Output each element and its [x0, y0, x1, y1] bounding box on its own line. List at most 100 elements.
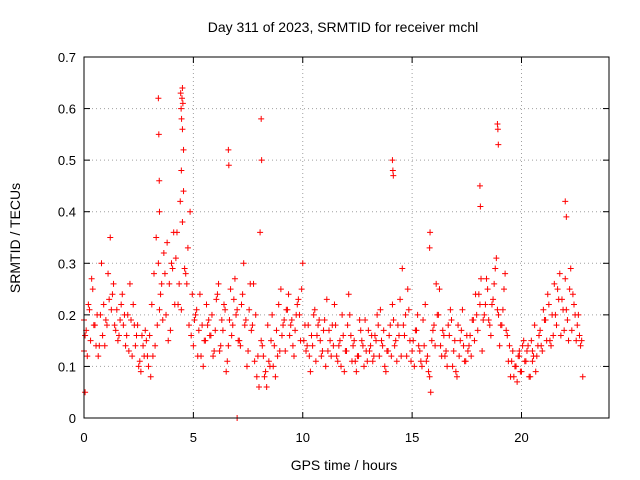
data-point — [459, 306, 466, 313]
data-point — [178, 167, 185, 174]
data-point — [526, 373, 533, 380]
data-point — [543, 337, 550, 344]
data-point — [483, 275, 490, 282]
data-point — [544, 291, 551, 298]
data-point — [89, 286, 96, 293]
data-point — [443, 347, 450, 354]
data-point — [494, 306, 501, 313]
data-point — [149, 353, 156, 360]
data-point — [401, 332, 408, 339]
data-point — [424, 353, 431, 360]
data-point — [466, 342, 472, 349]
data-point — [571, 301, 577, 308]
data-point — [199, 322, 206, 329]
data-point — [503, 327, 510, 334]
data-point — [242, 317, 249, 324]
data-point — [133, 332, 140, 339]
data-point — [145, 363, 152, 370]
data-point — [530, 353, 537, 360]
data-point — [180, 146, 187, 153]
data-point — [319, 347, 326, 354]
data-point — [457, 337, 464, 344]
data-point — [380, 327, 387, 334]
data-point — [388, 353, 395, 360]
data-point — [456, 353, 463, 360]
data-point — [268, 337, 275, 344]
data-point — [276, 347, 283, 354]
data-point — [229, 322, 236, 329]
data-point — [347, 332, 354, 339]
data-point — [153, 234, 160, 241]
data-point — [237, 342, 244, 349]
data-point — [198, 353, 205, 360]
data-point — [408, 358, 415, 365]
data-point — [180, 188, 187, 195]
data-point — [344, 322, 351, 329]
data-point — [539, 347, 546, 354]
data-point — [562, 275, 569, 282]
data-point — [240, 260, 247, 267]
data-point — [192, 311, 199, 318]
data-point — [369, 358, 376, 365]
data-point — [455, 322, 462, 329]
data-point — [487, 332, 494, 339]
data-point — [296, 311, 303, 318]
y-axis-label: SRMTID / TECUs — [7, 183, 23, 293]
data-point — [469, 317, 476, 324]
data-point — [310, 311, 317, 318]
data-point — [202, 337, 209, 344]
data-point — [121, 311, 128, 318]
data-point — [342, 347, 349, 354]
data-point — [264, 322, 271, 329]
grid-lines — [84, 57, 609, 418]
data-point — [485, 317, 492, 324]
data-point — [195, 327, 202, 334]
data-point — [460, 342, 467, 349]
data-point — [146, 332, 153, 339]
data-point — [493, 255, 500, 262]
data-point — [476, 182, 483, 189]
data-point — [416, 347, 423, 354]
data-point — [206, 332, 213, 339]
data-point — [390, 317, 397, 324]
data-point — [402, 311, 409, 318]
data-point — [389, 157, 396, 164]
data-point — [357, 327, 364, 334]
data-point — [391, 342, 398, 349]
data-point — [353, 368, 360, 375]
data-point — [373, 337, 380, 344]
data-point — [172, 255, 179, 262]
data-point — [453, 373, 460, 380]
x-axis-label: GPS time / hours — [291, 457, 398, 473]
data-point — [468, 353, 475, 360]
data-point — [444, 363, 451, 370]
data-point — [211, 347, 218, 354]
data-point — [532, 368, 539, 375]
data-point — [230, 296, 237, 303]
data-point — [567, 265, 574, 272]
data-point — [417, 358, 424, 365]
data-point — [390, 172, 397, 179]
data-point — [254, 353, 261, 360]
data-point — [118, 301, 125, 308]
data-point — [119, 291, 126, 298]
data-point — [98, 260, 105, 267]
data-point — [520, 337, 527, 344]
data-point — [496, 342, 503, 349]
data-point — [262, 368, 269, 375]
data-point — [491, 280, 498, 287]
data-point — [251, 358, 258, 365]
data-point — [423, 358, 430, 365]
data-point — [123, 332, 130, 339]
data-point — [241, 322, 248, 329]
data-point — [452, 368, 459, 375]
data-point — [409, 347, 416, 354]
data-point — [529, 358, 536, 365]
data-point — [517, 368, 524, 375]
data-point — [515, 353, 522, 360]
data-point — [155, 95, 162, 102]
data-point — [113, 306, 120, 313]
data-point — [143, 337, 150, 344]
data-point — [494, 126, 501, 133]
data-point — [177, 198, 184, 205]
